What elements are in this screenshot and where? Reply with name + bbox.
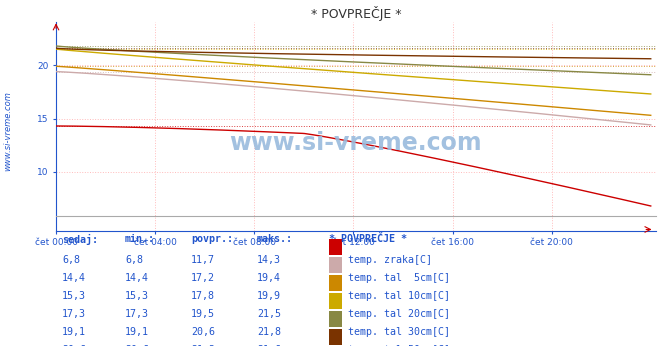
Text: 11,7: 11,7 bbox=[191, 255, 215, 265]
Text: min.:: min.: bbox=[125, 234, 155, 244]
Text: 14,3: 14,3 bbox=[257, 255, 281, 265]
Text: temp. tal 20cm[C]: temp. tal 20cm[C] bbox=[348, 309, 450, 319]
Text: 17,3: 17,3 bbox=[125, 309, 149, 319]
Bar bbox=[329, 329, 342, 345]
Text: 20,6: 20,6 bbox=[62, 345, 86, 346]
Text: 14,4: 14,4 bbox=[62, 273, 86, 283]
Text: 19,4: 19,4 bbox=[257, 273, 281, 283]
Text: www.si-vreme.com: www.si-vreme.com bbox=[3, 92, 13, 171]
Text: 17,8: 17,8 bbox=[191, 291, 215, 301]
Text: 20,6: 20,6 bbox=[191, 327, 215, 337]
Bar bbox=[329, 311, 342, 327]
Text: 19,5: 19,5 bbox=[191, 309, 215, 319]
Text: 21,8: 21,8 bbox=[257, 327, 281, 337]
Text: 21,3: 21,3 bbox=[191, 345, 215, 346]
Text: 6,8: 6,8 bbox=[125, 255, 143, 265]
Bar bbox=[329, 257, 342, 273]
Text: temp. zraka[C]: temp. zraka[C] bbox=[348, 255, 432, 265]
Text: sedaj:: sedaj: bbox=[62, 234, 98, 245]
Text: 21,6: 21,6 bbox=[257, 345, 281, 346]
Text: maks.:: maks.: bbox=[257, 234, 293, 244]
Text: 17,2: 17,2 bbox=[191, 273, 215, 283]
Text: 19,9: 19,9 bbox=[257, 291, 281, 301]
Text: * POVPREČJE *: * POVPREČJE * bbox=[329, 234, 407, 244]
Text: temp. tal  5cm[C]: temp. tal 5cm[C] bbox=[348, 273, 450, 283]
Text: 15,3: 15,3 bbox=[62, 291, 86, 301]
Text: temp. tal 30cm[C]: temp. tal 30cm[C] bbox=[348, 327, 450, 337]
Bar bbox=[329, 239, 342, 255]
Text: 17,3: 17,3 bbox=[62, 309, 86, 319]
Text: 21,5: 21,5 bbox=[257, 309, 281, 319]
Title: * POVPREČJE *: * POVPREČJE * bbox=[310, 6, 401, 21]
Text: 19,1: 19,1 bbox=[62, 327, 86, 337]
Text: 19,1: 19,1 bbox=[125, 327, 149, 337]
Text: povpr.:: povpr.: bbox=[191, 234, 233, 244]
Text: 14,4: 14,4 bbox=[125, 273, 149, 283]
Text: www.si-vreme.com: www.si-vreme.com bbox=[229, 131, 482, 155]
Bar bbox=[329, 275, 342, 291]
Text: 20,6: 20,6 bbox=[125, 345, 149, 346]
Text: 15,3: 15,3 bbox=[125, 291, 149, 301]
Text: temp. tal 10cm[C]: temp. tal 10cm[C] bbox=[348, 291, 450, 301]
Bar bbox=[329, 293, 342, 309]
Text: 6,8: 6,8 bbox=[62, 255, 80, 265]
Text: temp. tal 50cm[C]: temp. tal 50cm[C] bbox=[348, 345, 450, 346]
